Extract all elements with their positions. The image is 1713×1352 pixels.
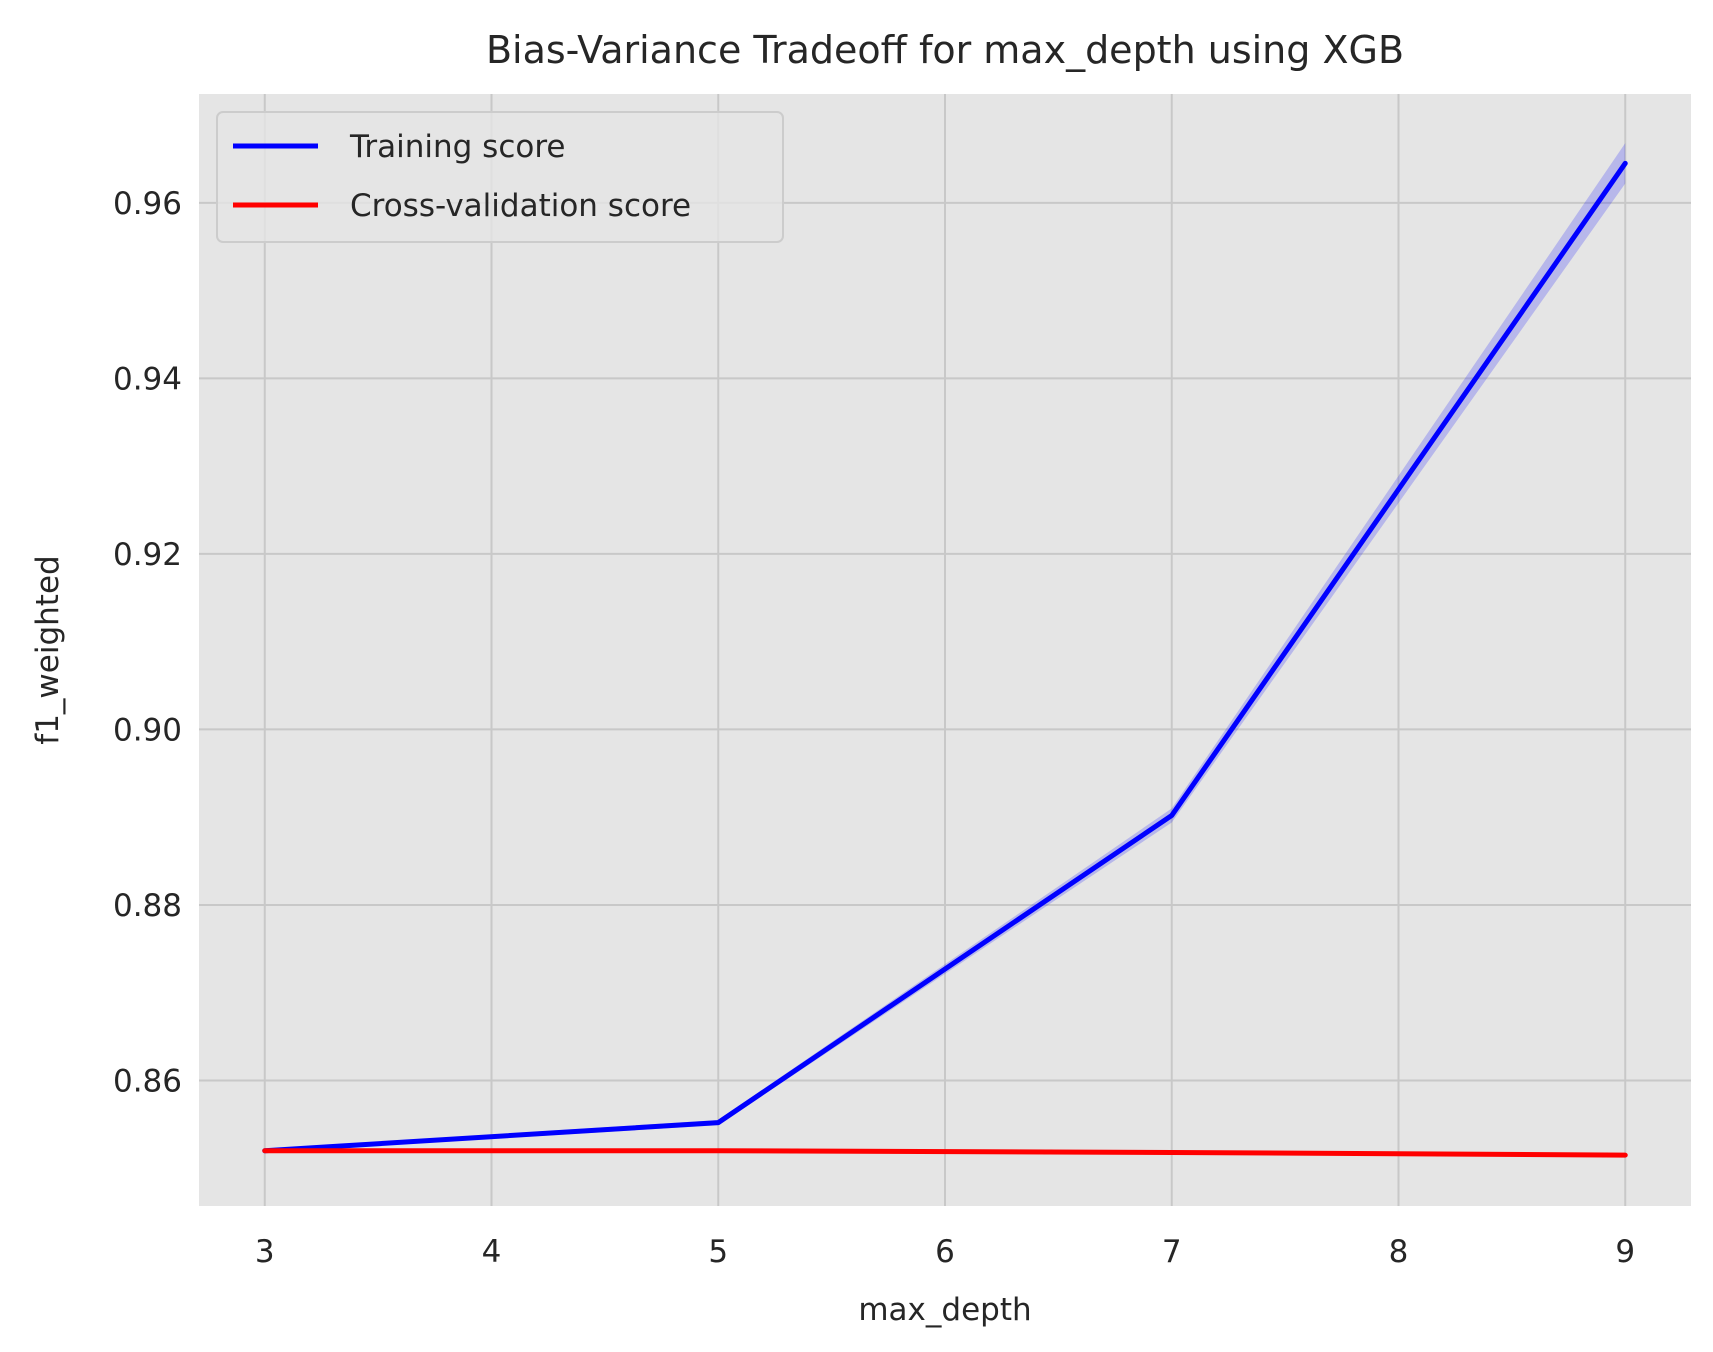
- y-tick-label: 0.90: [113, 712, 182, 748]
- y-tick-label: 0.92: [113, 537, 182, 573]
- x-tick-label: 7: [1162, 1234, 1182, 1270]
- x-axis-label: max_depth: [858, 1292, 1031, 1328]
- legend-label: Training score: [349, 129, 565, 165]
- x-tick-labels: 3 4 5 6 7 8 9: [255, 1234, 1635, 1270]
- y-tick-labels: 0.86 0.88 0.90 0.92 0.94 0.96: [113, 186, 182, 1100]
- x-tick-label: 8: [1389, 1234, 1409, 1270]
- series-line-0: [262, 160, 1628, 1154]
- y-tick-label: 0.86: [113, 1063, 182, 1099]
- y-tick-label: 0.94: [113, 361, 182, 397]
- x-tick-label: 6: [935, 1234, 955, 1270]
- y-axis-label: f1_weighted: [30, 555, 66, 744]
- legend: Training score Cross-validation score: [216, 111, 784, 243]
- y-tick-label: 0.88: [113, 888, 182, 924]
- legend-label: Cross-validation score: [350, 188, 691, 224]
- x-tick-label: 3: [255, 1234, 275, 1270]
- y-tick-label: 0.96: [113, 186, 182, 222]
- legend-box: [216, 111, 784, 243]
- series-line-1: [262, 1148, 1628, 1158]
- x-tick-label: 9: [1615, 1234, 1635, 1270]
- chart-title: Bias-Variance Tradeoff for max_depth usi…: [486, 28, 1404, 72]
- x-tick-label: 4: [482, 1234, 502, 1270]
- series-lines: [262, 160, 1628, 1158]
- x-tick-label: 5: [708, 1234, 728, 1270]
